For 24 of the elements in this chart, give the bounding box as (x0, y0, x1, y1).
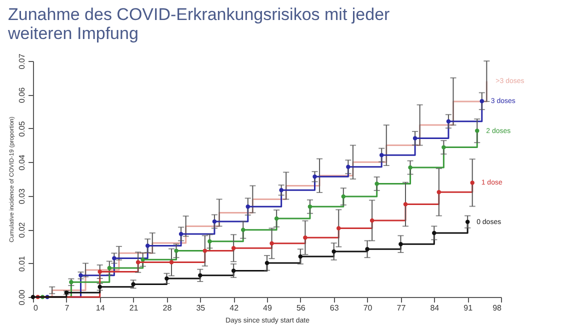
x-tick-label: 77 (396, 304, 406, 312)
x-tick-label: 49 (263, 304, 272, 312)
x-tick-label: 7 (64, 304, 70, 312)
x-tick-label: 56 (296, 304, 306, 312)
x-tick-label: 42 (230, 304, 240, 312)
y-tick-label: 0.00 (18, 289, 26, 306)
x-tick-label: 91 (464, 304, 474, 312)
y-tick-label: 0.04 (18, 154, 26, 170)
y-tick-label: 0.07 (18, 53, 26, 70)
x-tick-label: 28 (162, 304, 172, 312)
x-tick-label: 35 (196, 304, 206, 312)
y-tick-label: 0.01 (18, 255, 26, 272)
x-tick-label: 70 (363, 304, 373, 312)
x-tick-label: 21 (129, 304, 139, 312)
y-tick-label: 0.05 (18, 120, 26, 137)
y-tick-label: 0.03 (18, 188, 26, 204)
y-tick-label: 0.06 (18, 86, 26, 104)
x-tick-label: 98 (492, 304, 502, 312)
y-tick-label: 0.02 (18, 222, 26, 238)
x-tick-label: 84 (430, 304, 440, 312)
chart-title: Zunahme des COVID-Erkrankungsrisikos mit jeder weiteren Impfung (7, 5, 390, 44)
x-tick-label: 63 (330, 304, 340, 312)
x-tick-label: 14 (96, 304, 106, 312)
x-tick-label: 0 (34, 304, 38, 312)
